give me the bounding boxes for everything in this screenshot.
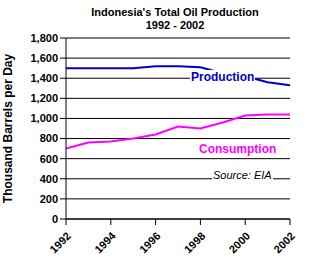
svg-text:1994: 1994: [92, 229, 118, 255]
svg-text:1,600: 1,600: [30, 52, 58, 64]
svg-text:1992: 1992: [47, 230, 73, 256]
svg-text:1,400: 1,400: [30, 72, 58, 84]
html-text:Consumption: Consumption: [199, 142, 277, 156]
svg-text:800: 800: [40, 132, 58, 144]
svg-text:Thousand Barrels per Day: Thousand Barrels per Day: [8, 53, 15, 203]
svg-text:2000: 2000: [226, 230, 252, 256]
svg-text:1998: 1998: [182, 230, 208, 256]
svg-text:1,200: 1,200: [30, 92, 58, 104]
html-text:Production: Production: [191, 70, 255, 84]
svg-text:1996: 1996: [137, 230, 163, 256]
html-text:Indonesia's Total Oil Producti: Indonesia's Total Oil Production: [91, 6, 259, 18]
html-text:Source: EIA: Source: EIA: [213, 169, 272, 181]
svg-text:0: 0: [52, 213, 58, 225]
svg-text:1,800: 1,800: [30, 32, 58, 44]
svg-text:2002: 2002: [271, 230, 297, 256]
svg-text:400: 400: [40, 173, 58, 185]
svg-text:600: 600: [40, 153, 58, 165]
svg-text:200: 200: [40, 193, 58, 205]
html-text:1992 - 2002: 1992 - 2002: [145, 19, 205, 31]
svg-text:1,000: 1,000: [30, 112, 58, 124]
